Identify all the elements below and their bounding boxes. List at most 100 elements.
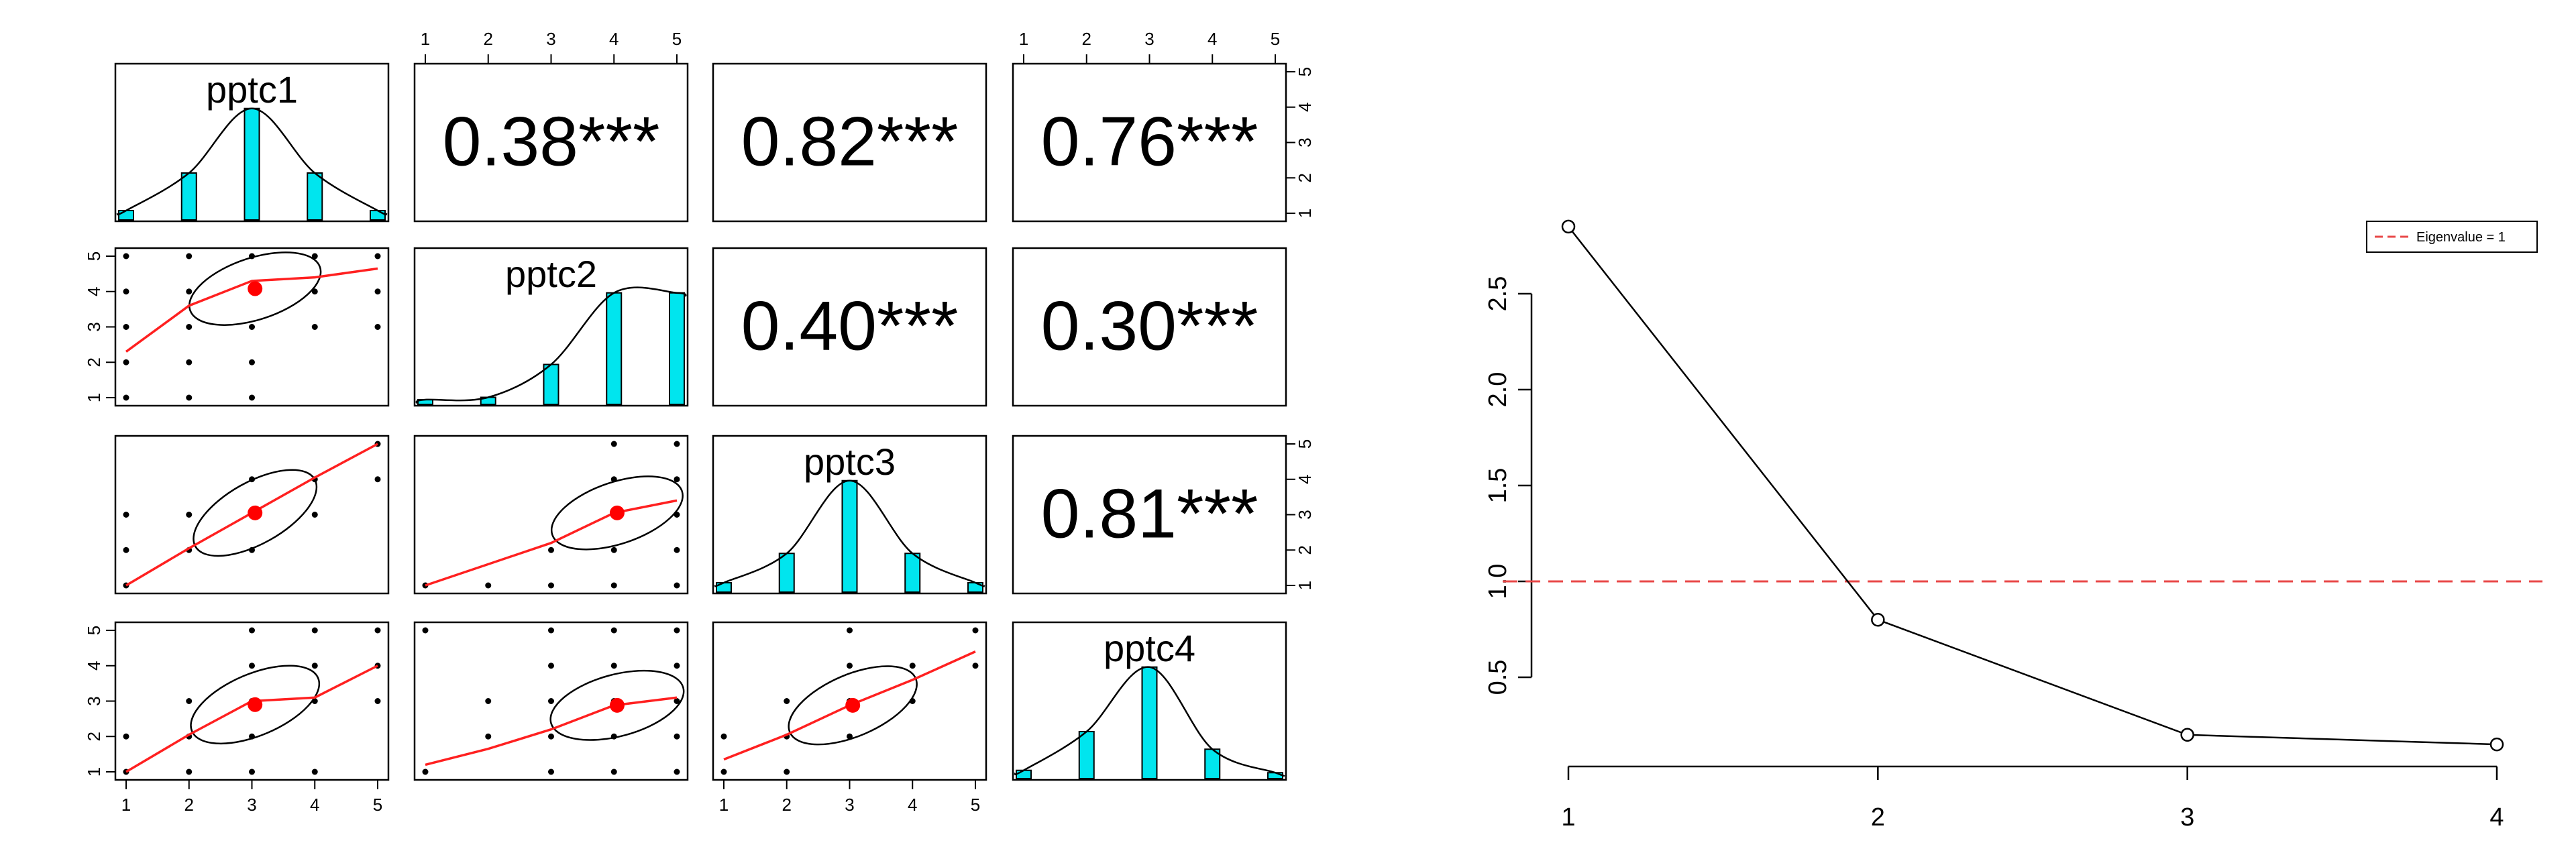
scatter-point bbox=[847, 663, 853, 669]
scatter-point bbox=[610, 582, 617, 589]
scatter-point bbox=[123, 288, 129, 295]
scatter-point bbox=[674, 698, 680, 704]
histogram-bar-pptc3 bbox=[778, 553, 795, 593]
y-tick-label: 0.5 bbox=[1484, 660, 1512, 695]
eigenvalue-point bbox=[2180, 728, 2194, 742]
scatter-point bbox=[374, 253, 381, 260]
panel-frame-r1-c3 bbox=[1012, 247, 1287, 407]
scatter-point bbox=[249, 627, 255, 634]
scatter-point bbox=[972, 627, 979, 634]
scatter-point bbox=[311, 627, 318, 634]
scatter-point bbox=[123, 253, 129, 260]
scatter-point bbox=[548, 768, 554, 775]
correlation-ellipse bbox=[549, 669, 685, 741]
histogram-bar-pptc4 bbox=[1141, 666, 1158, 779]
correlation-ellipse bbox=[190, 665, 321, 745]
scatter-point bbox=[972, 663, 979, 669]
scatter-point bbox=[249, 324, 255, 330]
panel-frame-r0-c2 bbox=[712, 62, 987, 223]
x-tick-label-top: 3 bbox=[546, 29, 555, 49]
scatter-point bbox=[123, 324, 129, 330]
scatter-point bbox=[674, 768, 680, 775]
scatter-point bbox=[249, 359, 255, 365]
scatter-point bbox=[422, 627, 429, 634]
scatter-point bbox=[186, 288, 193, 295]
y-tick-label-left: 1 bbox=[84, 393, 104, 402]
x-tick-label-top: 1 bbox=[421, 29, 430, 49]
panel-frame-r1-c2 bbox=[712, 247, 987, 407]
scatter-point bbox=[610, 768, 617, 775]
x-tick-label-bottom: 3 bbox=[247, 795, 256, 815]
x-tick-label: 4 bbox=[2489, 803, 2504, 832]
legend-box: Eigenvalue = 1 bbox=[2366, 221, 2538, 253]
scatter-point bbox=[909, 663, 916, 669]
scatter-point bbox=[311, 324, 318, 330]
histogram-bar-pptc1 bbox=[307, 172, 323, 221]
x-tick-label-bottom: 2 bbox=[782, 795, 792, 815]
scatter-point bbox=[186, 512, 193, 518]
histogram-bar-pptc1 bbox=[370, 210, 386, 221]
x-tick-label: 3 bbox=[2180, 803, 2194, 832]
y-tick-label-right: 4 bbox=[1295, 103, 1315, 112]
y-tick-label-left: 5 bbox=[84, 251, 104, 261]
eigenvalue-point bbox=[1561, 219, 1576, 234]
y-tick-label-right: 4 bbox=[1295, 475, 1315, 484]
x-tick-label: 2 bbox=[1871, 803, 1885, 832]
scatter-point bbox=[784, 698, 790, 704]
y-tick-label-left: 2 bbox=[84, 357, 104, 367]
histogram-bar-pptc3 bbox=[841, 479, 858, 593]
density-curve-pptc1 bbox=[116, 107, 388, 216]
scatter-point bbox=[548, 663, 554, 669]
scatter-point bbox=[374, 288, 381, 295]
scatter-point bbox=[123, 512, 129, 518]
y-tick-label-right: 2 bbox=[1295, 545, 1315, 555]
y-tick-label-left: 2 bbox=[84, 732, 104, 741]
x-tick-label-bottom: 5 bbox=[971, 795, 980, 815]
y-tick-label-right: 3 bbox=[1295, 137, 1315, 147]
y-tick-label-right: 5 bbox=[1295, 67, 1315, 76]
correlation-ellipse bbox=[193, 469, 318, 557]
y-tick-label-right: 3 bbox=[1295, 510, 1315, 519]
density-curve-pptc2 bbox=[415, 286, 687, 404]
density-curve-pptc4 bbox=[1014, 666, 1285, 777]
scatter-point bbox=[374, 476, 381, 483]
correlation-label: 0.30*** bbox=[1041, 288, 1258, 365]
eigenvalue-line bbox=[1568, 226, 2498, 746]
y-tick-label-left: 3 bbox=[84, 696, 104, 705]
histogram-bar-pptc2 bbox=[669, 292, 685, 405]
histogram-bar-pptc1 bbox=[180, 172, 197, 221]
scatter-point bbox=[374, 324, 381, 330]
scatter-point bbox=[186, 359, 193, 365]
panel-frame-r2-c1 bbox=[413, 435, 689, 595]
correlation-ellipse bbox=[189, 251, 322, 326]
x-tick-label-bottom: 2 bbox=[184, 795, 194, 815]
eigenvalue-point bbox=[2489, 737, 2504, 752]
x-tick-label-top: 5 bbox=[1271, 29, 1280, 49]
scatter-point bbox=[123, 733, 129, 740]
x-tick-label-top: 2 bbox=[484, 29, 493, 49]
x-tick-label-top: 4 bbox=[609, 29, 619, 49]
correlation-ellipse bbox=[550, 475, 684, 551]
pairs-panels-chart: 1 2 3 4 5 1 2 3 4 5 1 2 3 4 5 1 2 3 4 5 1 2 3 4 5 1 2 3 4 5 1 2 3 4 5 1 2 3 4 5… bbox=[84, 29, 1315, 815]
scatter-point bbox=[374, 698, 381, 704]
x-tick-label-bottom: 4 bbox=[310, 795, 319, 815]
scatter-point bbox=[610, 441, 617, 447]
scatter-point bbox=[311, 288, 318, 295]
mean-point bbox=[609, 697, 625, 713]
scatter-point bbox=[186, 698, 193, 704]
scatter-point bbox=[548, 698, 554, 704]
correlation-label: 0.82*** bbox=[741, 103, 959, 181]
variable-name-pptc1: pptc1 bbox=[206, 68, 298, 111]
panel-frame-r1-c1 bbox=[413, 247, 689, 407]
histogram-bar-pptc2 bbox=[606, 292, 623, 405]
scatter-point bbox=[249, 394, 255, 401]
x-tick-label-top: 5 bbox=[672, 29, 682, 49]
smooth-line bbox=[425, 499, 678, 587]
scatter-point bbox=[674, 627, 680, 634]
smooth-line bbox=[125, 267, 378, 353]
scatter-point bbox=[123, 359, 129, 365]
scatter-point bbox=[610, 663, 617, 669]
correlation-label: 0.38*** bbox=[443, 103, 660, 181]
